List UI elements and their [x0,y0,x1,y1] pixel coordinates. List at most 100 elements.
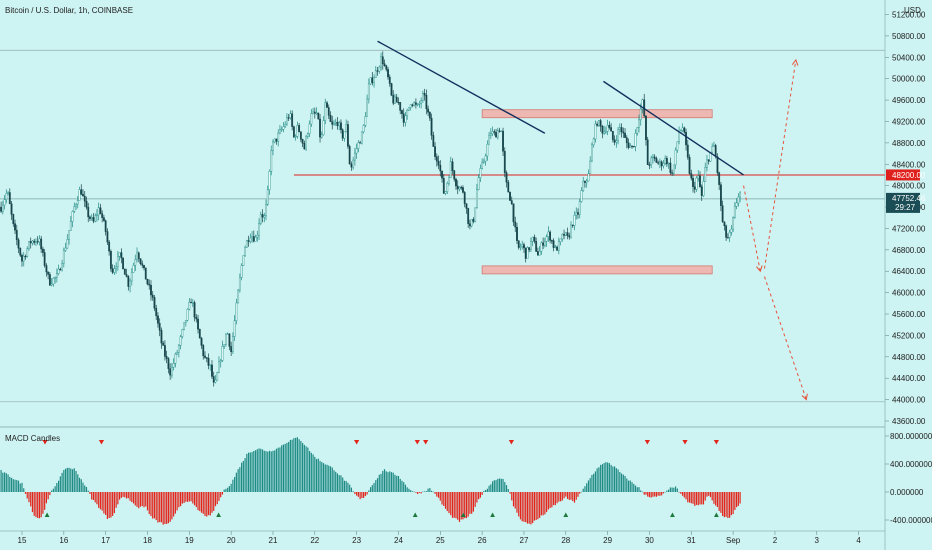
candle-body-235 [409,104,412,108]
candle-body-280 [488,134,491,145]
macd-bar-176 [307,447,309,492]
macd-bar-382 [666,490,668,492]
price-tick-14: 45600.00 [892,310,926,319]
macd-bar-95 [166,492,168,524]
macd-axis[interactable]: 800.000000 400.000000 0.000000 -400.000000 [885,432,932,525]
macd-bar-153 [267,451,269,492]
time-tick-10: 25 [436,536,445,545]
macd-bar-273 [476,492,478,503]
candle-body-179 [312,111,314,114]
last-price-label: 47752.46 [892,194,926,203]
macd-bar-40 [70,468,72,492]
candle-body-352 [613,139,616,143]
macd-bar-119 [207,492,210,516]
candle-body-381 [664,158,667,164]
macd-bar-262 [457,492,459,520]
macd-bar-68 [119,492,121,500]
macd-bar-63 [110,492,112,518]
candle-body-313 [545,236,548,242]
macd-bar-214 [373,483,375,492]
price-tick-17: 44400.00 [892,374,926,383]
macd-bar-106 [185,492,187,502]
candle-body-25 [43,252,46,266]
candle-body-188 [327,107,330,116]
candle-body-301 [524,247,527,259]
macd-bar-254 [443,492,445,506]
macd-bar-135 [235,472,237,492]
candle-body-51 [89,216,91,219]
macd-bar-402 [701,492,703,505]
candle-body-377 [657,162,660,164]
macd-bar-282 [491,481,494,492]
macd-bar-202 [352,491,354,492]
candle-body-30 [52,277,55,285]
candle-body-335 [584,180,586,183]
candle-body-305 [531,236,534,242]
macd-bar-70 [122,492,124,497]
macd-bar-394 [687,492,689,503]
macd-bar-346 [603,463,605,492]
candle-body-107 [186,309,189,321]
macd-bar-15 [26,492,28,499]
candle-body-38 [66,239,69,249]
macd-bar-166 [289,439,292,492]
macd-bar-184 [321,462,323,492]
candle-body-117 [204,355,206,358]
time-tick-13: 28 [561,536,570,545]
candle-body-32 [55,273,58,278]
macd-tick-0: 800.000000 [890,432,932,441]
macd-bar-8 [14,479,16,492]
price-pane[interactable] [0,40,885,403]
macd-bar-92 [160,492,163,523]
candle-body-287 [500,130,503,133]
macd-bear-marker-1 [98,440,105,445]
macd-bar-271 [472,492,475,512]
macd-bar-163 [284,443,286,492]
time-axis[interactable]: 15 16 17 18 19 20 21 22 23 24 25 26 27 28 29 30 31 Sep 2 3 4 [18,531,862,545]
macd-bar-142 [247,452,250,492]
macd-bear-marker-6 [644,440,650,445]
price-axis[interactable]: 51200.00 50800.00 50400.00 50000.00 49600.00… [885,11,926,427]
candle-body-128 [223,344,226,347]
candle-body-104 [181,329,184,337]
macd-bar-245 [427,488,429,492]
macd-bar-134 [234,476,236,492]
macd-bar-391 [681,492,684,496]
candle-body-35 [61,263,63,271]
candle-body-175 [305,136,307,150]
macd-bull-marker-6 [670,512,675,517]
macd-tick-1: 400.000000 [890,460,932,469]
macd-bar-347 [605,462,607,492]
candle-body-238 [414,102,417,105]
candle-body-74 [129,280,131,287]
candle-body-171 [298,125,301,132]
macd-bar-51 [89,492,91,494]
candle-body-65 [113,268,116,273]
macd-bar-165 [288,441,290,492]
macd-bar-232 [404,484,407,492]
candle-body-274 [477,177,480,190]
candle-body-292 [509,191,511,201]
candle-body-277 [482,160,485,163]
candle-body-88 [153,297,156,309]
candle-body-44 [76,200,79,205]
macd-bar-375 [654,492,656,497]
macd-bar-84 [146,492,149,511]
candle-body-241 [420,100,423,104]
macd-bar-367 [640,490,642,492]
macd-bar-157 [274,450,276,492]
candle-body-356 [620,127,623,133]
macd-bar-246 [429,488,431,492]
candle-body-266 [463,192,466,204]
candle-body-329 [573,215,576,226]
candle-body-278 [484,155,487,162]
macd-pane[interactable] [0,437,741,525]
macd-bar-2 [3,472,6,492]
candle-body-166 [289,113,292,118]
macd-bar-7 [12,479,14,492]
candle-body-142 [247,240,250,242]
candle-body-57 [99,207,102,214]
macd-bar-191 [333,470,335,492]
candle-body-354 [617,129,619,141]
